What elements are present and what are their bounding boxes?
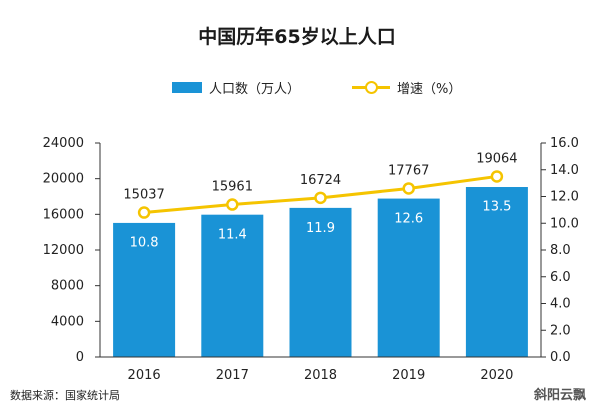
right-tick-label: 10.0 <box>550 216 579 231</box>
legend-bar-swatch <box>172 81 202 93</box>
watermark: 斜阳云飘 <box>533 388 586 403</box>
bar-value-label: 16724 <box>300 173 341 188</box>
right-tick-label: 2.0 <box>550 323 571 338</box>
left-tick-label: 20000 <box>43 172 84 187</box>
x-tick-label: 2016 <box>128 368 161 383</box>
x-axis-labels: 2016 2017 2018 2019 2020 <box>128 368 514 383</box>
bar-value-label: 17767 <box>388 163 429 178</box>
bar <box>289 207 352 357</box>
legend: 人口数（万人） 增速（%） <box>0 76 594 98</box>
left-axis-ticks: 0 4000 8000 12000 16000 20000 24000 <box>43 136 84 365</box>
bar <box>465 187 528 357</box>
right-tick-label: 8.0 <box>550 243 571 258</box>
growth-point <box>226 198 239 211</box>
axes-group <box>95 142 546 358</box>
data-source: 数据来源：国家统计局 <box>10 389 120 402</box>
bar-value-label: 15037 <box>123 188 164 203</box>
x-tick-label: 2018 <box>304 368 337 383</box>
left-tick-label: 16000 <box>43 207 84 222</box>
left-tick-label: 0 <box>76 350 84 365</box>
right-tick-label: 4.0 <box>550 297 571 312</box>
right-tick-label: 6.0 <box>550 270 571 285</box>
x-tick-label: 2017 <box>216 368 249 383</box>
bar-value-label: 19064 <box>476 151 517 166</box>
left-tick-label: 24000 <box>43 136 84 151</box>
legend-line-marker <box>365 80 378 94</box>
legend-line-swatch <box>352 80 390 94</box>
left-tick-label: 12000 <box>43 243 84 258</box>
right-axis-ticks: 0.0 2.0 4.0 6.0 8.0 10.0 12.0 14.0 16.0 <box>550 136 579 365</box>
legend-label-growth: 增速（%） <box>397 81 462 97</box>
growth-value-label: 13.5 <box>482 199 511 214</box>
growth-value-label: 11.4 <box>218 228 247 243</box>
left-tick-label: 4000 <box>51 314 84 329</box>
bar <box>377 198 440 357</box>
bars-group: 15037 15961 16724 17767 19064 <box>113 151 528 357</box>
x-tick-label: 2020 <box>480 368 513 383</box>
growth-value-label: 10.8 <box>130 236 159 251</box>
line-group: 10.8 11.4 11.9 12.6 13.5 <box>130 170 511 251</box>
growth-point <box>137 206 151 219</box>
bar-value-label: 15961 <box>212 180 253 195</box>
growth-point <box>490 170 504 183</box>
x-tick-label: 2019 <box>392 368 425 383</box>
right-tick-label: 0.0 <box>550 350 571 365</box>
legend-item-population: 人口数（万人） <box>172 76 300 98</box>
growth-point <box>314 191 327 205</box>
bar <box>201 214 264 357</box>
left-tick-label: 8000 <box>51 279 84 294</box>
growth-point <box>402 182 415 195</box>
right-tick-label: 14.0 <box>550 163 579 178</box>
bar <box>113 222 176 357</box>
right-tick-label: 16.0 <box>550 136 579 151</box>
legend-item-growth: 增速（%） <box>352 76 461 98</box>
right-tick-label: 12.0 <box>550 190 579 205</box>
growth-value-label: 11.9 <box>306 221 335 236</box>
legend-label-population: 人口数（万人） <box>209 81 301 97</box>
growth-value-label: 12.6 <box>394 211 423 226</box>
chart-title: 中国历年65岁以上人口 <box>198 26 396 48</box>
